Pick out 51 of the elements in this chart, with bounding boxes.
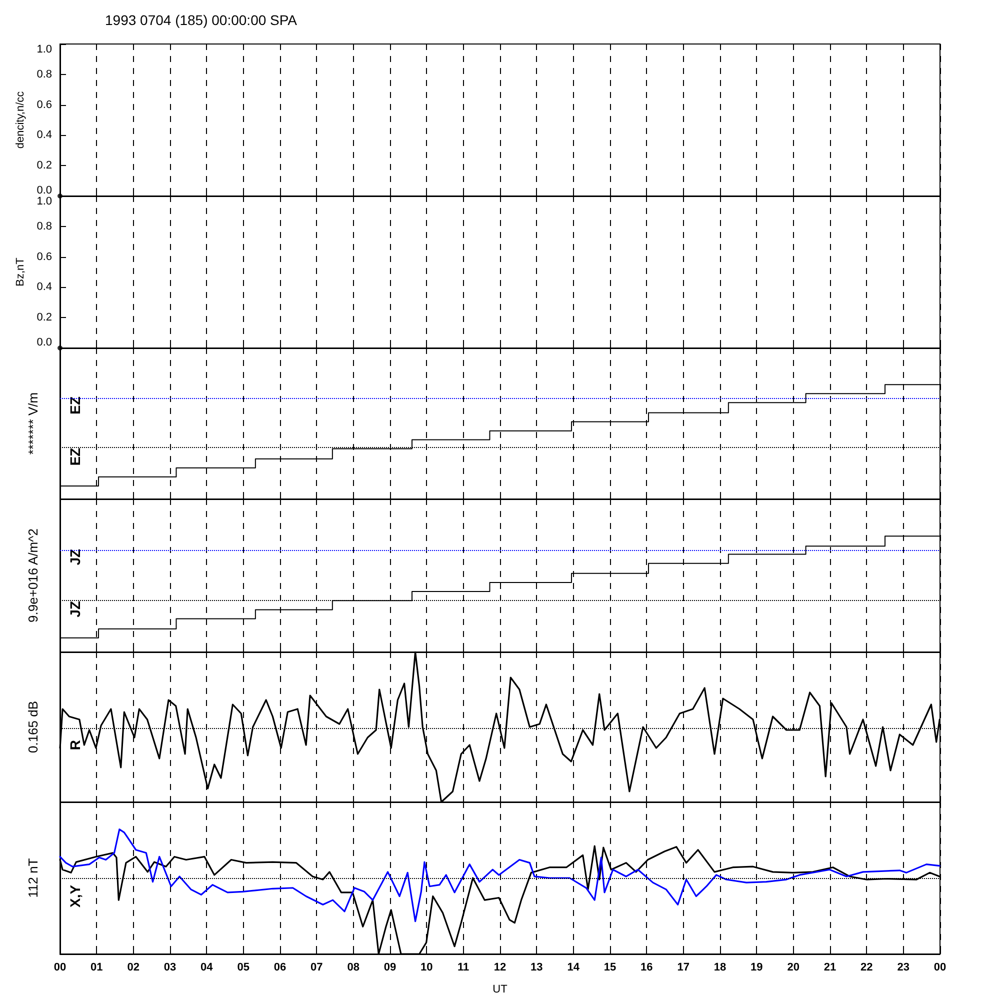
y-axis-title: 9.9e+016 A/m^2 bbox=[26, 528, 40, 622]
x-tick-label: 07 bbox=[310, 962, 323, 974]
x-tick-label: 13 bbox=[530, 962, 543, 974]
chart-title: 1993 0704 (185) 00:00:00 SPA bbox=[105, 12, 298, 28]
x-tick-label: 19 bbox=[750, 962, 763, 974]
y-tick-label: 1.0 bbox=[36, 196, 52, 208]
x-tick-label: 06 bbox=[274, 962, 286, 974]
annotation: X,Y bbox=[67, 884, 83, 908]
annotation: JZ bbox=[67, 600, 83, 618]
x-tick-label: 04 bbox=[200, 962, 214, 974]
x-tick-label: 00 bbox=[934, 962, 946, 974]
y-axis-title: Bz,nT bbox=[14, 257, 26, 286]
y-axis-title: 0.165 dB bbox=[26, 700, 40, 754]
y-tick-label: 0.8 bbox=[36, 220, 52, 232]
x-tick-label: 00 bbox=[54, 962, 66, 974]
y-tick-label: 0.0 bbox=[36, 184, 52, 196]
x-tick-label: 22 bbox=[860, 962, 873, 974]
y-axis-title: dencity,n/cc bbox=[14, 90, 26, 149]
x-axis-title: UT bbox=[492, 984, 508, 996]
x-tick-label: 17 bbox=[677, 962, 690, 974]
x-tick-label: 08 bbox=[347, 962, 360, 974]
x-tick-label: 16 bbox=[640, 962, 653, 974]
y-tick-label: 0.0 bbox=[36, 336, 52, 348]
x-tick-label: 23 bbox=[897, 962, 910, 974]
x-tick-label: 03 bbox=[164, 962, 176, 974]
y-tick-label: 0.6 bbox=[36, 98, 52, 111]
x-tick-label: 12 bbox=[494, 962, 506, 974]
x-tick-label: 21 bbox=[824, 962, 836, 974]
y-tick-label: 0.4 bbox=[36, 281, 52, 294]
x-tick-label: 18 bbox=[714, 962, 726, 974]
y-tick-label: 0.2 bbox=[36, 312, 52, 324]
x-tick-label: 15 bbox=[604, 962, 616, 974]
x-tick-label: 20 bbox=[787, 962, 800, 974]
y-tick-label: 1.0 bbox=[36, 44, 52, 56]
annotation: R bbox=[67, 740, 83, 750]
y-tick-label: 0.8 bbox=[36, 68, 52, 80]
y-tick-label: 0.6 bbox=[36, 250, 52, 263]
x-tick-label: 14 bbox=[567, 962, 580, 974]
annotation: EZ bbox=[67, 396, 83, 414]
annotation: JZ bbox=[67, 548, 83, 566]
annotation: EZ bbox=[67, 447, 83, 466]
x-tick-label: 05 bbox=[237, 962, 250, 974]
x-tick-label: 10 bbox=[420, 962, 433, 974]
x-tick-label: 09 bbox=[384, 962, 396, 974]
y-axis-title: ******* V/m bbox=[26, 392, 40, 455]
x-tick-label: 02 bbox=[127, 962, 140, 974]
y-tick-label: 0.2 bbox=[36, 160, 52, 172]
x-tick-label: 11 bbox=[458, 962, 470, 974]
y-axis-title: 112 nT bbox=[26, 858, 40, 898]
x-tick-label: 01 bbox=[90, 962, 103, 974]
y-tick-label: 0.4 bbox=[36, 129, 52, 142]
